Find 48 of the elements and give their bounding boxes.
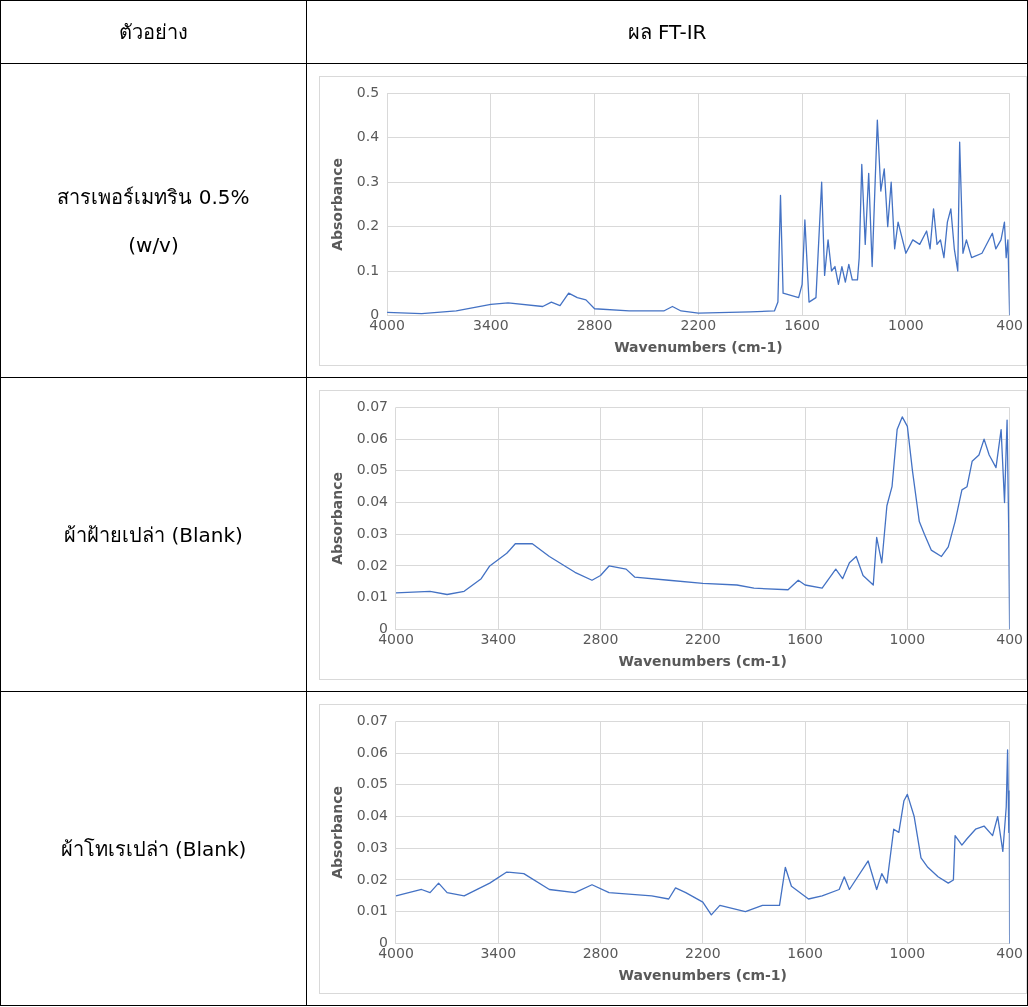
y-tick-label: 0.06 [356,429,389,446]
x-tick-label: 1600 [787,945,823,962]
y-axis-title: Absorbance [329,471,346,565]
text: สารเพอร์เมทริน 0.5% (w/v) [57,184,250,257]
x-axis-title: Wavenumbers (cm-1) [618,967,788,984]
x-tick-label: 1000 [889,631,926,648]
x-tick-label: 400 [996,631,1024,648]
x-tick-label: 2200 [680,317,717,334]
text: ตัวอย่าง [0,0,307,64]
y-tick-label: 0.01 [356,588,388,605]
y-tick-label: 0.05 [356,775,388,792]
y-tick-label: 0.05 [356,461,388,478]
x-tick-label: 1600 [784,317,820,334]
x-tick-label: 3400 [480,631,517,648]
x-tick-label: 400 [996,317,1024,334]
x-tick-label: 3400 [480,945,517,962]
x-tick-label: 1000 [888,317,924,334]
y-tick-label: 0.02 [356,556,388,573]
y-tick-label: 0.04 [356,493,389,510]
y-tick-label: 0.4 [356,128,380,145]
x-tick-label: 400 [996,945,1024,962]
x-tick-label: 1000 [889,945,926,962]
y-tick-label: 0.06 [356,743,389,760]
x-tick-label: 2800 [582,631,619,648]
y-tick-label: 0.03 [356,838,388,855]
y-tick-label: 0.2 [356,217,380,234]
y-tick-label: 0.1 [356,261,380,278]
y-tick-label: 0.07 [356,712,388,729]
x-tick-label: 2200 [684,631,721,648]
x-axis-title: Wavenumbers (cm-1) [614,339,783,356]
y-axis-title: Absorbance [329,785,346,879]
y-tick-label: 0.02 [356,870,388,887]
y-tick-label: 0.07 [356,398,388,415]
y-tick-label: 0.03 [356,524,388,541]
x-axis-title: Wavenumbers (cm-1) [618,653,788,670]
y-tick-label: 0.04 [356,807,389,824]
y-tick-label: 0.5 [356,84,380,101]
text: ผ้าโทเรเปล่า (Blank) [0,691,307,1006]
text: ผ้าฝ้ายเปล่า (Blank) [0,377,307,692]
y-tick-label: 0.3 [356,172,380,189]
x-tick-label: 2800 [576,317,613,334]
x-tick-label: 2200 [684,945,721,962]
x-tick-label: 2800 [582,945,619,962]
x-tick-label: 1600 [787,631,823,648]
x-tick-label: 3400 [473,317,509,334]
y-tick-label: 0.01 [356,902,388,919]
text: ผล FT-IR [306,0,1028,64]
y-axis-title: Absorbance [329,157,346,251]
